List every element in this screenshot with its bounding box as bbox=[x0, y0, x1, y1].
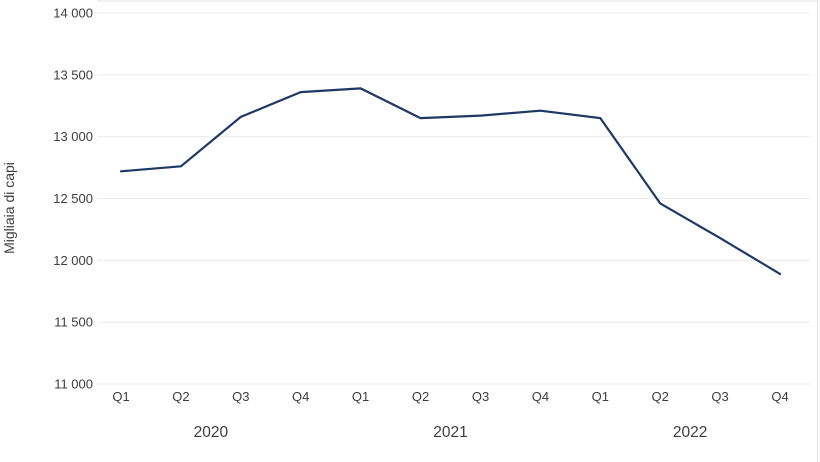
data-series-line bbox=[119, 87, 782, 275]
x-tick-label: Q4 bbox=[532, 389, 549, 404]
x-year-label: 2020 bbox=[194, 424, 229, 441]
y-tick-label: 14 000 bbox=[53, 6, 93, 21]
y-axis-title: Migliaia di capi bbox=[1, 162, 17, 254]
x-year-label: 2021 bbox=[433, 424, 467, 441]
x-tick-label: Q2 bbox=[652, 389, 669, 404]
x-year-label: 2022 bbox=[673, 424, 707, 441]
x-tick-label: Q2 bbox=[172, 389, 189, 404]
y-tick-label: 12 000 bbox=[53, 253, 93, 268]
y-tick-label: 12 500 bbox=[53, 191, 93, 206]
y-tick-label: 11 500 bbox=[54, 315, 93, 330]
x-tick-label: Q1 bbox=[112, 389, 129, 404]
y-tick-label: 11 000 bbox=[54, 377, 93, 392]
x-tick-label: Q3 bbox=[711, 389, 728, 404]
x-tick-label: Q1 bbox=[592, 389, 609, 404]
x-tick-label: Q1 bbox=[352, 389, 369, 404]
x-tick-label: Q3 bbox=[232, 389, 249, 404]
y-tick-label: 13 500 bbox=[53, 67, 93, 82]
x-tick-label: Q4 bbox=[771, 389, 788, 404]
x-tick-label: Q3 bbox=[472, 389, 489, 404]
x-tick-label: Q4 bbox=[292, 389, 309, 404]
x-tick-label: Q2 bbox=[412, 389, 429, 404]
y-tick-label: 13 000 bbox=[53, 129, 93, 144]
